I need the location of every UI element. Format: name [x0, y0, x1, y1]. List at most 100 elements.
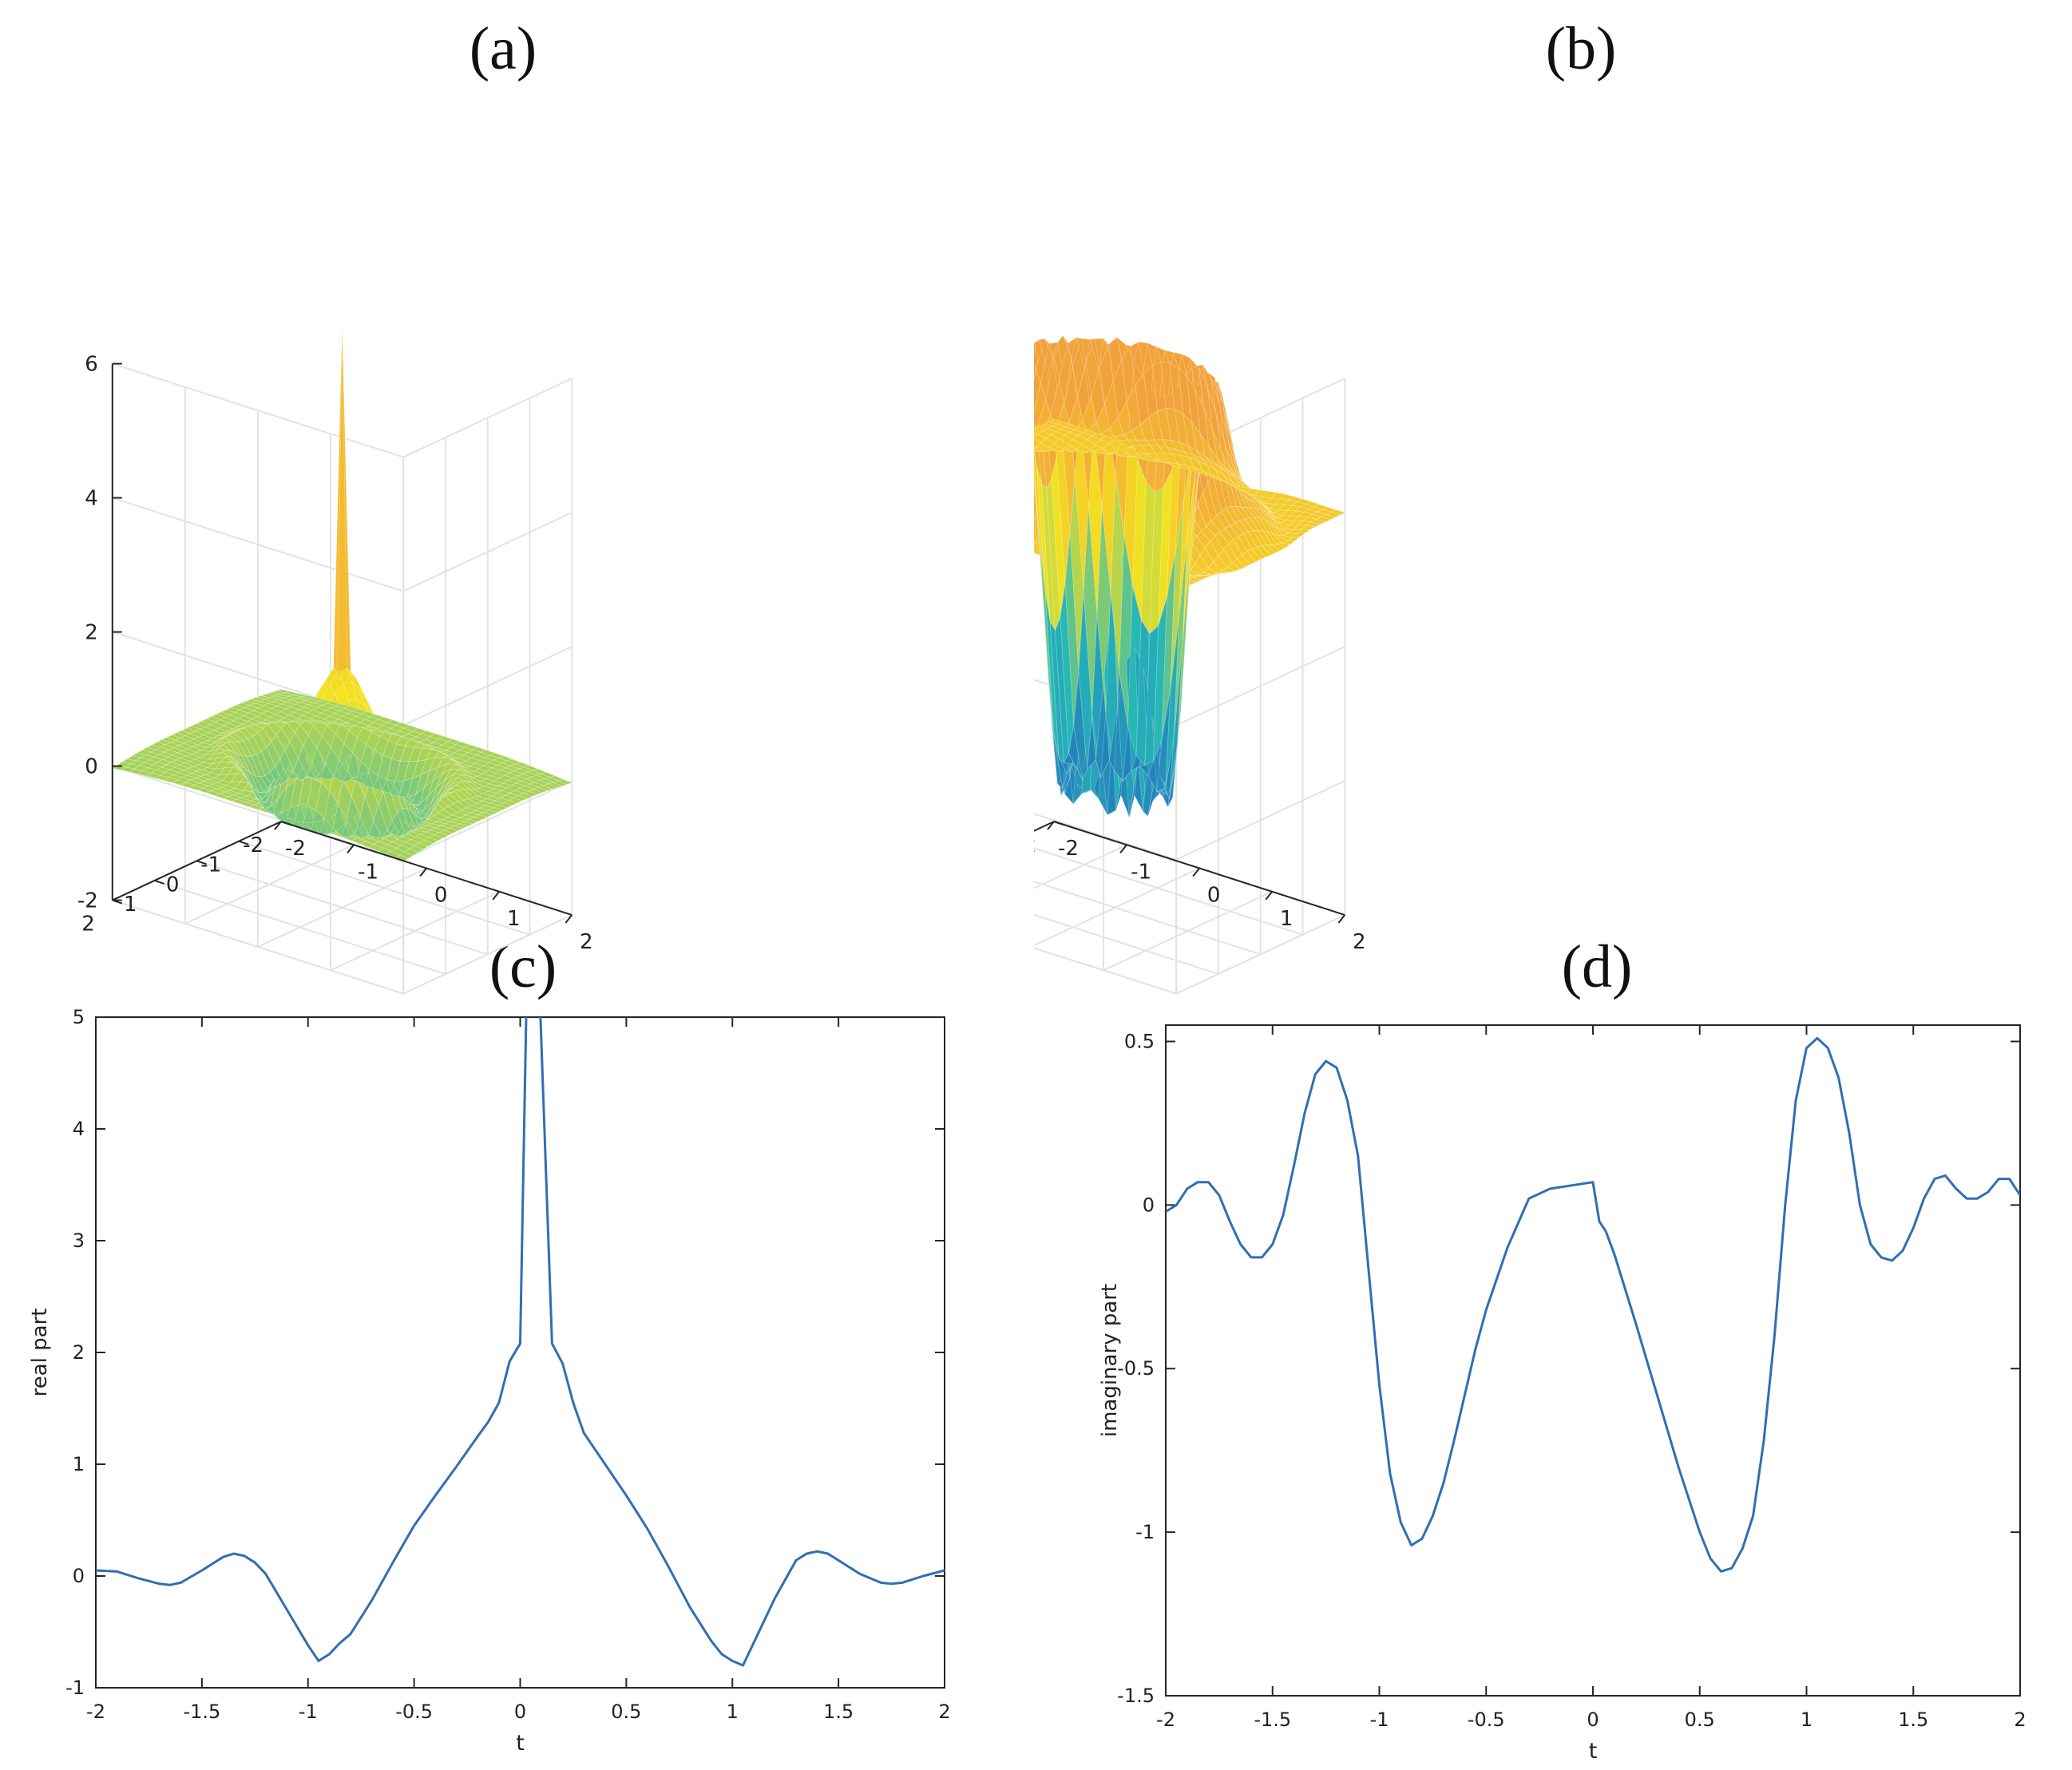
x-tick-label-a-3: 1 [507, 907, 521, 931]
surface-cell [1290, 533, 1306, 538]
x-tick-label-a-4: 2 [580, 930, 593, 954]
line-plot-c: -2 -1.5 -1 -0.5 0 0.5 1 1.5 2 -1 0 1 2 3 4 5 t real part [28, 1006, 951, 1756]
x-tick-label-b-3: 1 [1280, 907, 1294, 931]
x-tick-a-1 [347, 844, 355, 853]
z-tick-label-a-1: 0 [85, 755, 98, 779]
x-tick-label-a-0: -2 [285, 837, 306, 861]
y-tick-label-c-5: 4 [73, 1118, 85, 1140]
surface-cell [1251, 546, 1266, 560]
y-tick-label-a-1: 1 [124, 893, 137, 917]
x-tick-label-b-4: 2 [1353, 930, 1366, 954]
x-axis-b [1053, 821, 1345, 916]
surface-cell [1221, 567, 1237, 573]
floor-grid-y-b-2 [1034, 881, 1262, 956]
x-tick-label-d-2: -1 [1370, 1709, 1389, 1731]
surface-cell [488, 807, 504, 813]
surface-cell [1202, 574, 1216, 576]
x-tick-a-4 [565, 914, 573, 924]
surface-mesh-a [111, 327, 573, 862]
x-tick-label-d-3: -0.5 [1468, 1709, 1505, 1731]
x-tick-label-d-8: 2 [2014, 1709, 2026, 1731]
x-axis-label-c: t [516, 1731, 525, 1756]
surface-cell [1034, 513, 1038, 522]
y-tick-label-c-2: 1 [73, 1453, 85, 1475]
x-tick-label-c-1: -1.5 [183, 1701, 220, 1723]
x-tick-label-c-7: 1.5 [823, 1701, 854, 1723]
x-tick-label-c-0: -2 [86, 1701, 105, 1723]
y-tick-label-c-4: 3 [73, 1229, 85, 1252]
surface-cell [1280, 540, 1297, 545]
x-tick-b-2 [1192, 867, 1200, 877]
x-tick-label-b-0: -2 [1058, 837, 1079, 861]
y-axis-label-c: real part [28, 1309, 52, 1397]
y-tick-a-2 [196, 860, 207, 865]
z-tick-label-a-2: 2 [85, 621, 98, 645]
y-tick-label-c-6: 5 [73, 1006, 85, 1028]
y-tick-label-d-2: -0.5 [1117, 1357, 1155, 1380]
x-tick-b-3 [1265, 891, 1274, 901]
floor-grid-y-b-3 [1034, 913, 1219, 975]
surface-cell [1241, 551, 1257, 565]
z-tick-label-a-4: 6 [85, 353, 98, 377]
y-tick-label-c-1: 0 [73, 1565, 85, 1587]
x-tick-label-d-7: 1.5 [1898, 1709, 1928, 1731]
z-tick-label-a-0: -2 [77, 889, 98, 913]
y-tick-label-d-3: 0 [1143, 1194, 1155, 1216]
x-tick-label-c-6: 1 [727, 1701, 739, 1723]
y-tick-a-4 [280, 821, 291, 826]
y-tick-label-a-2: 0 [166, 873, 180, 897]
panel-title-c: (c) [489, 933, 557, 1000]
surface-cell [428, 834, 444, 841]
x-axis-a [280, 821, 572, 916]
surface-cell [503, 799, 519, 806]
y-tick-label-b-4: -2 [1034, 834, 1036, 857]
back-grid-z-a-3 [112, 497, 572, 592]
x-tick-b-0 [1047, 821, 1055, 830]
y-tick-b-4 [1053, 821, 1064, 826]
surface-cell [1231, 558, 1246, 570]
floor-grid-x-b-3 [1103, 890, 1273, 972]
y-tick-a-0 [112, 899, 123, 905]
back-grid-z-a-0 [112, 899, 572, 995]
y-tick-label-c-3: 2 [73, 1341, 85, 1364]
floor-grid-x-b-1 [1034, 844, 1127, 889]
plot-frame-d [1165, 1024, 2021, 1697]
surface-mesh-b [1034, 335, 1346, 819]
x-tick-label-d-4: 0 [1587, 1709, 1599, 1731]
surface-plot-a: -2 0 2 4 6 2 1 0 -1 -2 -2 -1 0 1 2 [77, 327, 593, 995]
floor-grid-x-b-0 [1034, 821, 1055, 832]
y-tick-label-d-1: -1 [1135, 1521, 1155, 1543]
back-grid-z-b-1 [1034, 780, 1345, 861]
y-tick-label-d-0: -1.5 [1117, 1685, 1155, 1707]
surface-cell [1330, 509, 1346, 516]
surface-cell [443, 827, 459, 834]
x-tick-b-1 [1119, 844, 1127, 853]
series-line-d [1166, 1036, 2020, 1573]
panel-title-d: (d) [1561, 933, 1633, 1000]
floor-grid-x-a-3 [330, 890, 500, 972]
x-axis-label-d: t [1589, 1739, 1598, 1764]
surface-cell [1320, 513, 1336, 521]
y-tick-label-d-4: 0.5 [1124, 1030, 1155, 1052]
series-line-c [96, 1017, 945, 1667]
floor-grid-y-a-2 [196, 860, 489, 956]
y-tick-label-a-4: -2 [243, 834, 263, 857]
panel-title-a: (a) [469, 15, 537, 82]
x-tick-label-d-1: -1.5 [1254, 1709, 1291, 1731]
plot-frame-c [95, 1016, 945, 1689]
surface-cell [522, 790, 538, 798]
x-tick-a-0 [274, 821, 282, 830]
x-tick-label-a-2: 0 [434, 884, 448, 908]
line-plot-d: -2 -1.5 -1 -0.5 0 0.5 1 1.5 2-1.5-1-0.500.5timag… [1098, 1024, 2026, 1764]
y-tick-label-a-0: 2 [81, 913, 95, 936]
x-tick-label-c-4: 0 [514, 1701, 526, 1723]
x-tick-a-2 [419, 867, 427, 877]
z-tick-label-a-3: 4 [85, 487, 98, 511]
floor-grid-y-a-3 [154, 879, 446, 975]
surface-cell [1034, 366, 1036, 381]
x-tick-label-d-5: 0.5 [1685, 1709, 1715, 1731]
surface-cell [1197, 575, 1211, 579]
x-tick-b-4 [1337, 914, 1346, 924]
